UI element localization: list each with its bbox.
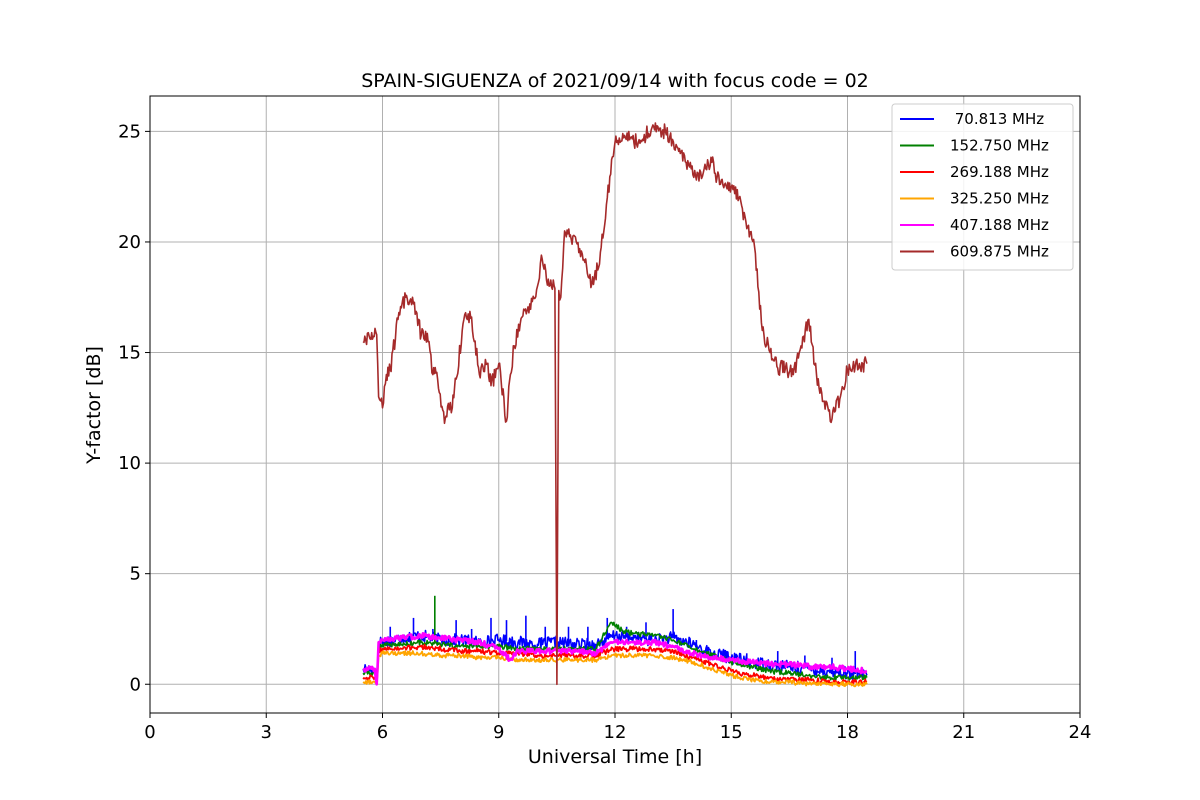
x-tick-label: 6 [377, 722, 388, 743]
legend: 70.813 MHz 152.750 MHz 269.188 MHz 325.250 … [891, 103, 1074, 271]
legend-box [891, 103, 1074, 271]
x-axis: 0 3 6 9 12 15 18 21 24 [144, 713, 1091, 743]
series-line [362, 631, 868, 686]
legend-label: 609.875 MHz [950, 243, 1049, 261]
series-line [362, 122, 868, 686]
series-line [362, 643, 868, 686]
x-tick-label: 18 [836, 722, 859, 743]
x-tick-label: 9 [493, 722, 504, 743]
y-tick-label: 20 [118, 232, 141, 253]
x-tick-label: 24 [1069, 722, 1092, 743]
legend-label: 269.188 MHz [950, 163, 1049, 181]
y-tick-label: 10 [118, 453, 141, 474]
series-line [362, 650, 868, 688]
x-tick-label: 15 [720, 722, 743, 743]
legend-label: 325.250 MHz [950, 190, 1049, 208]
series-line [362, 621, 868, 686]
x-tick-label: 12 [604, 722, 627, 743]
x-tick-label: 3 [261, 722, 272, 743]
legend-label: 70.813 MHz [950, 110, 1044, 128]
chart-title: SPAIN-SIGUENZA of 2021/09/14 with focus … [361, 70, 869, 92]
x-tick-label: 0 [144, 722, 155, 743]
x-axis-title: Universal Time [h] [528, 746, 702, 768]
y-tick-label: 15 [118, 343, 141, 364]
legend-label: 407.188 MHz [950, 216, 1049, 234]
y-tick-label: 0 [130, 674, 141, 695]
y-axis-title: Y-factor [dB] [83, 346, 105, 465]
y-tick-label: 5 [130, 564, 141, 585]
legend-label: 152.750 MHz [950, 137, 1049, 155]
series-layer [362, 122, 868, 688]
x-tick-label: 21 [952, 722, 975, 743]
y-tick-label: 25 [118, 121, 141, 142]
y-axis: 0 5 10 15 20 25 [118, 121, 150, 695]
